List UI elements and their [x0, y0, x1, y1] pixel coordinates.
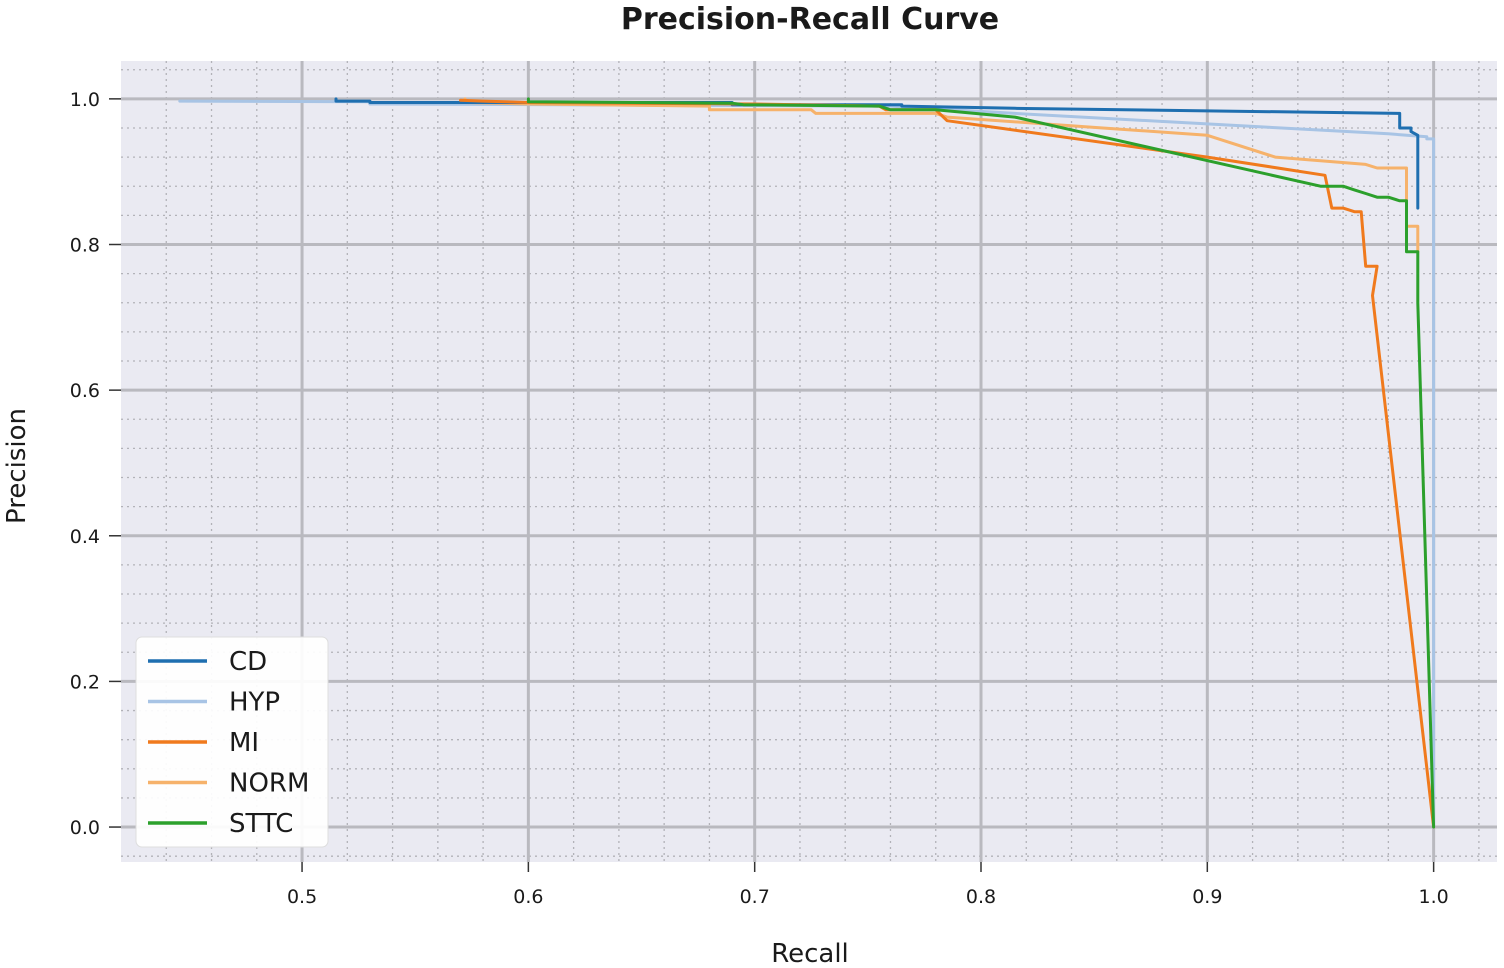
legend-box: [135, 636, 329, 848]
y-tick-label: 0.6: [70, 380, 100, 402]
y-tick-label: 0.4: [70, 526, 100, 548]
y-tick-label: 0.8: [70, 235, 100, 257]
series-line-norm: [463, 97, 1420, 254]
y-tick-label: 1.0: [70, 89, 100, 111]
legend-label-sttc: STTC: [229, 809, 293, 839]
legend-label-norm: NORM: [229, 769, 309, 799]
x-tick-label: 0.5: [287, 886, 317, 908]
x-axis-label: Recall: [771, 939, 849, 968]
plot-background: [121, 61, 1497, 862]
y-tick-label: 0.0: [70, 817, 100, 839]
series-line-cd: [334, 97, 1420, 210]
x-tick-label: 0.6: [513, 886, 543, 908]
legend-label-mi: MI: [229, 728, 259, 758]
legend-label-hyp: HYP: [229, 688, 280, 718]
legend-label-cd: CD: [229, 647, 267, 677]
chart-title: Precision-Recall Curve: [621, 2, 999, 37]
y-axis-label: Precision: [2, 408, 32, 524]
series-line-sttc: [526, 97, 1436, 829]
x-tick-label: 1.0: [1419, 886, 1449, 908]
y-tick-label: 0.2: [70, 671, 100, 693]
x-tick-label: 0.7: [740, 886, 770, 908]
x-tick-label: 0.9: [1192, 886, 1222, 908]
x-tick-label: 0.8: [966, 886, 996, 908]
